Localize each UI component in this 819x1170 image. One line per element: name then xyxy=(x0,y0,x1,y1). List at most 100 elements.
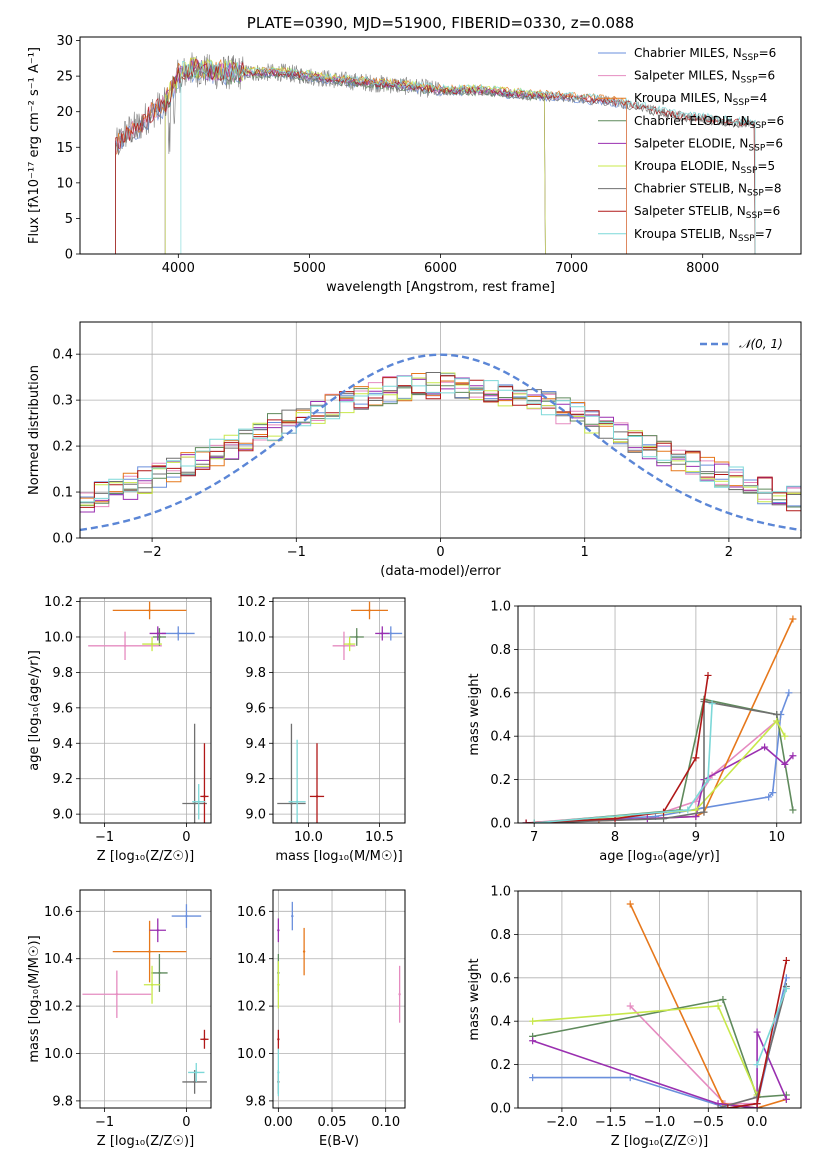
y-tick-label: 0.0 xyxy=(52,532,73,547)
data-point xyxy=(277,1071,280,1074)
legend-label: 𝒩(0, 1) xyxy=(739,337,783,351)
x-tick-label: −2.0 xyxy=(546,1115,578,1130)
chart-title: PLATE=0390, MJD=51900, FIBERID=0330, z=0… xyxy=(247,14,634,32)
y-tick-label: 9.2 xyxy=(52,772,73,787)
x-axis-label: Z [log₁₀(Z/Z☉)] xyxy=(97,849,194,864)
data-point xyxy=(158,971,161,975)
plus-marker xyxy=(782,956,790,964)
legend-nssp-prefix: , N xyxy=(724,159,741,173)
y-tick-label: 10.0 xyxy=(237,1047,266,1062)
axes-frame xyxy=(79,597,212,824)
y-tick-label: 10.6 xyxy=(237,905,266,920)
legend-label: Salpeter STELIB, NSSP=6 xyxy=(634,204,780,221)
plus-marker xyxy=(761,743,769,751)
plus-marker xyxy=(692,754,700,762)
plus-marker xyxy=(789,806,797,814)
plot-area xyxy=(115,52,756,254)
y-tick-label: 9.6 xyxy=(52,701,73,716)
legend-label: Chabrier MILES, NSSP=6 xyxy=(634,46,776,63)
x-axis-label: (data-model)/error xyxy=(380,564,501,579)
y-tick-label: 10.2 xyxy=(237,1000,266,1015)
plus-marker xyxy=(789,752,797,760)
y-tick-label: 10.0 xyxy=(237,630,266,645)
plus-marker xyxy=(626,1074,634,1082)
legend-nssp-value: 7 xyxy=(765,227,773,241)
legend-series-name: Kroupa MILES xyxy=(634,91,716,105)
y-axis-label: age [log₁₀(age/yr)] xyxy=(27,650,42,771)
legend-nssp-equals: = xyxy=(750,91,760,105)
mass-vs-extinction-panel: 0.00 0.05 0.10 9.8 10.0 10.2 10.4 10.6 E(B-V) xyxy=(237,889,406,1149)
plot-area xyxy=(82,904,209,1094)
legend-nssp-prefix: , N xyxy=(732,136,749,150)
data-point xyxy=(302,950,306,953)
plot-area xyxy=(522,615,797,823)
plus-marker xyxy=(785,689,793,697)
mass-weight-line xyxy=(534,703,713,823)
data-point xyxy=(177,632,180,635)
y-axis-label: mass weight xyxy=(467,673,482,755)
y-tick-label: 0.4 xyxy=(52,348,73,363)
data-point xyxy=(150,983,154,986)
y-tick-label: 25 xyxy=(56,70,73,85)
plot-area xyxy=(277,901,401,1097)
plus-marker xyxy=(522,819,530,823)
y-axis-label: Flux [fλ10⁻¹⁷ erg cm⁻² s⁻¹ A⁻¹] xyxy=(27,47,42,244)
x-tick-label: 8 xyxy=(611,830,619,845)
y-tick-label: 10.6 xyxy=(44,905,73,920)
x-axis-label: age [log₁₀(age/yr)] xyxy=(599,849,720,864)
y-tick-label: 0.3 xyxy=(52,394,73,409)
data-point xyxy=(342,644,346,648)
y-tick-label: 9.8 xyxy=(245,1094,266,1109)
legend-nssp-equals: = xyxy=(757,69,767,83)
plus-marker xyxy=(789,615,797,623)
legend-nssp-subscript: SSP xyxy=(741,166,758,176)
mass-weight-vs-metallicity-panel: −2.0 −1.5 −1.0 −0.5 0.0 0.0 0.2 0.4 0.6 0.8 1.0 Z [… xyxy=(467,885,802,1149)
y-tick-label: 9.2 xyxy=(245,772,266,787)
x-tick-label: −1.0 xyxy=(644,1115,676,1130)
age-vs-metallicity-panel: −1 0 9.0 9.2 9.4 9.6 9.8 10.0 10.2 Z [log₁₀(Z/Z☉)… xyxy=(27,595,212,864)
x-tick-label: 7 xyxy=(530,830,538,845)
x-tick-label: 1 xyxy=(581,545,589,560)
legend-nssp-subscript: SSP xyxy=(742,53,759,63)
y-tick-label: 5 xyxy=(65,212,73,227)
y-tick-label: 10.4 xyxy=(237,952,266,967)
plus-marker xyxy=(724,1104,732,1108)
x-tick-label: −0.5 xyxy=(693,1115,725,1130)
x-tick-label: 0 xyxy=(436,545,444,560)
x-axis-label: mass [log₁₀(M/M☉)] xyxy=(275,849,402,864)
legend-nssp-equals: = xyxy=(757,159,767,173)
x-tick-label: 0.00 xyxy=(264,1115,293,1130)
y-tick-label: 9.8 xyxy=(245,666,266,681)
x-axis-label: Z [log₁₀(Z/Z☉)] xyxy=(611,1134,708,1149)
data-point xyxy=(389,632,393,635)
y-tick-label: 10.2 xyxy=(44,1000,73,1015)
x-tick-label: −1.5 xyxy=(595,1115,627,1130)
legend-nssp-prefix: , N xyxy=(733,114,750,128)
y-tick-label: 15 xyxy=(56,141,73,156)
plus-marker xyxy=(753,1100,761,1108)
data-point xyxy=(315,795,319,798)
data-point xyxy=(150,642,154,646)
axes-frame xyxy=(272,597,406,824)
plus-marker xyxy=(773,711,781,718)
legend-nssp-equals: = xyxy=(766,114,776,128)
legend-label: Chabrier ELODIE, NSSP=6 xyxy=(634,114,784,131)
legend-label: Chabrier STELIB, NSSP=8 xyxy=(634,182,782,199)
legend-nssp-value: 6 xyxy=(773,204,781,218)
residuals-panel: −2 −1 0 1 2 0.0 0.1 0.2 0.3 0.4 (data-model)/error… xyxy=(27,321,802,579)
legend-nssp-equals: = xyxy=(755,227,765,241)
y-tick-label: 10.4 xyxy=(44,952,73,967)
x-tick-label: 10.0 xyxy=(294,830,323,845)
plus-marker xyxy=(708,700,716,708)
y-tick-label: 0.8 xyxy=(490,928,511,943)
legend-label: Kroupa ELODIE, NSSP=5 xyxy=(634,159,775,176)
legend-nssp-equals: = xyxy=(759,46,769,60)
x-tick-label: 10.5 xyxy=(365,830,394,845)
data-point xyxy=(156,632,159,635)
legend-series-name: Salpeter STELIB xyxy=(634,204,729,218)
y-tick-label: 0.6 xyxy=(490,686,511,701)
plot-area xyxy=(529,900,790,1108)
mass-vs-metallicity-panel: −1 0 9.8 10.0 10.2 10.4 10.6 Z [log₁₀(Z/Z☉)] mas… xyxy=(27,889,212,1149)
